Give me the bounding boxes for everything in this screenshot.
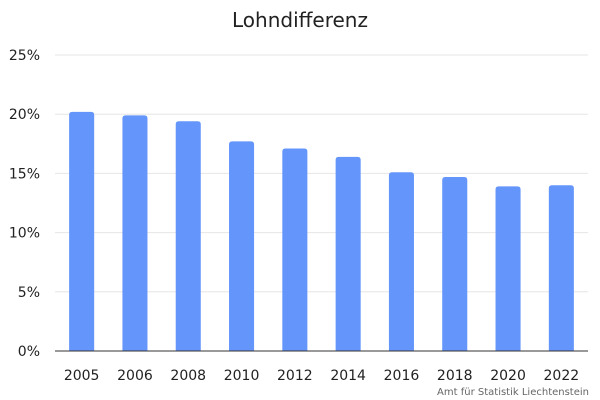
x-tick-label: 2010 [224,368,260,384]
bar-2012 [282,148,308,351]
y-axis-ticks: 0% 5% 10% 15% 20% 25% [9,48,40,360]
x-tick-label: 2018 [437,368,473,384]
x-tick-label: 2012 [277,368,313,384]
bar-2008 [175,121,201,351]
y-tick-label: 10% [9,226,40,242]
bar-2014 [335,156,361,351]
x-tick-label: 2005 [64,368,100,384]
x-tick-label: 2020 [490,368,526,384]
x-tick-label: 2022 [544,368,580,384]
bar-2005 [69,111,95,351]
x-axis-ticks: 2005 2006 2008 2010 2012 2014 2016 2018 2020 2022 [64,368,579,384]
x-tick-label: 2006 [117,368,153,384]
source-note: Amt für Statistik Liechtenstein [437,387,589,398]
y-tick-label: 5% [18,285,40,301]
bar-2006 [122,115,148,351]
x-tick-label: 2016 [384,368,420,384]
bar-2022 [548,185,574,351]
x-tick-label: 2014 [330,368,366,384]
bar-2016 [388,172,414,351]
y-tick-label: 0% [18,344,40,360]
bar-2018 [442,176,468,351]
bars [69,111,574,351]
bar-2020 [495,186,521,351]
chart-title: Lohndifferenz [232,8,368,32]
y-tick-label: 20% [9,107,40,123]
bar-2010 [229,141,255,351]
x-tick-label: 2008 [170,368,206,384]
y-tick-label: 15% [9,166,40,182]
y-tick-label: 25% [9,48,40,64]
